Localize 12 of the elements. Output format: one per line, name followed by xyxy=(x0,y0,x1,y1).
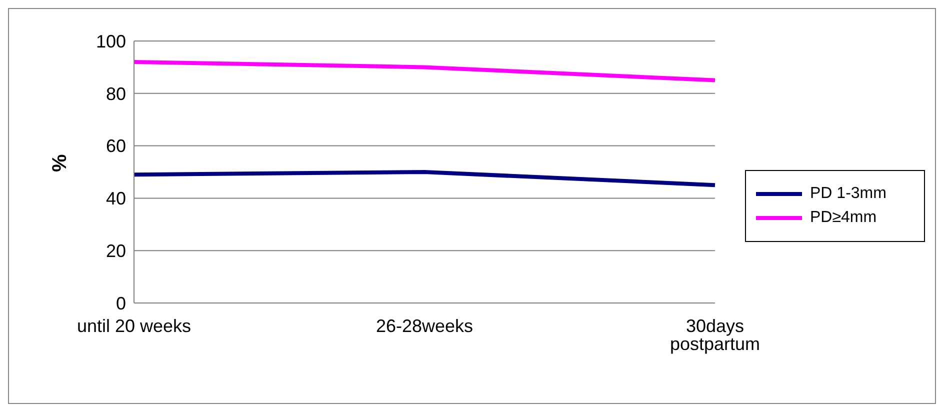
y-tick-label: 40 xyxy=(106,188,126,209)
y-tick-label: 100 xyxy=(96,31,126,52)
y-tick-label: 20 xyxy=(106,240,126,261)
legend-label: PD≥4mm xyxy=(810,209,877,227)
y-axis-title: % xyxy=(49,154,72,172)
x-tick-label: 30days postpartum xyxy=(670,316,760,354)
y-tick-label: 80 xyxy=(106,84,126,104)
x-tick-label: 26-28weeks xyxy=(376,316,474,336)
y-tick-label: 0 xyxy=(116,293,126,314)
legend-label: PD 1-3mm xyxy=(810,185,886,203)
x-tick-label: until 20 weeks xyxy=(76,316,192,336)
y-tick-label: 60 xyxy=(106,136,126,156)
